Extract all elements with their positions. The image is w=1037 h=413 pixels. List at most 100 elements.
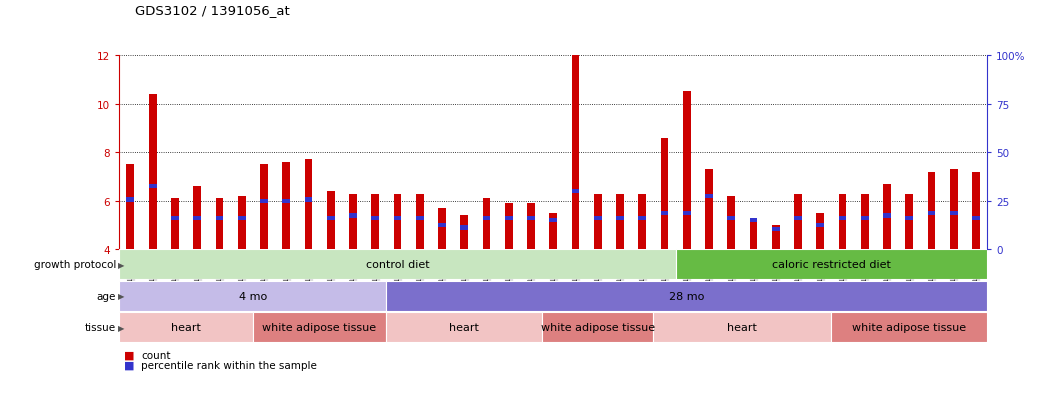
Bar bbox=[632, 56, 653, 250]
Bar bbox=[230, 56, 253, 250]
Text: GDS3102 / 1391056_at: GDS3102 / 1391056_at bbox=[135, 4, 289, 17]
Bar bbox=[861, 216, 869, 221]
Text: ▶: ▶ bbox=[118, 260, 124, 269]
Bar bbox=[460, 216, 468, 250]
Bar bbox=[884, 214, 891, 218]
Bar bbox=[371, 216, 380, 221]
Bar bbox=[705, 194, 712, 199]
Bar bbox=[661, 138, 669, 250]
Bar bbox=[482, 199, 491, 250]
Bar bbox=[898, 56, 921, 250]
Bar bbox=[164, 56, 186, 250]
Bar bbox=[327, 216, 335, 221]
Text: growth protocol: growth protocol bbox=[34, 260, 116, 270]
Bar bbox=[237, 197, 246, 250]
Bar bbox=[950, 211, 958, 216]
Bar bbox=[683, 92, 691, 250]
Bar bbox=[609, 56, 632, 250]
Bar bbox=[253, 313, 387, 342]
Bar bbox=[832, 313, 987, 342]
Bar bbox=[298, 56, 319, 250]
Bar bbox=[816, 214, 824, 250]
Text: heart: heart bbox=[449, 323, 479, 332]
Bar bbox=[430, 56, 453, 250]
Text: white adipose tissue: white adipose tissue bbox=[262, 323, 376, 332]
Bar bbox=[839, 216, 846, 221]
Bar bbox=[594, 216, 601, 221]
Bar bbox=[928, 172, 935, 250]
Bar bbox=[282, 199, 290, 204]
Bar bbox=[884, 184, 891, 250]
Bar bbox=[639, 216, 646, 221]
Text: tissue: tissue bbox=[85, 323, 116, 332]
Bar bbox=[193, 187, 201, 250]
Bar bbox=[616, 194, 624, 250]
Text: control diet: control diet bbox=[366, 260, 429, 270]
Bar bbox=[839, 194, 846, 250]
Bar bbox=[794, 194, 802, 250]
Bar bbox=[750, 218, 757, 250]
Bar bbox=[787, 56, 809, 250]
Bar bbox=[253, 56, 275, 250]
Bar bbox=[186, 56, 208, 250]
Bar bbox=[921, 56, 943, 250]
Bar bbox=[453, 56, 475, 250]
Bar bbox=[809, 56, 832, 250]
Bar bbox=[475, 56, 498, 250]
Bar bbox=[698, 56, 720, 250]
Text: white adipose tissue: white adipose tissue bbox=[852, 323, 966, 332]
Bar bbox=[905, 216, 914, 221]
Bar bbox=[498, 56, 520, 250]
Bar bbox=[387, 56, 409, 250]
Bar bbox=[282, 163, 290, 250]
Bar bbox=[527, 216, 535, 221]
Bar bbox=[127, 165, 134, 250]
Bar bbox=[342, 56, 364, 250]
Bar bbox=[216, 199, 223, 250]
Text: age: age bbox=[96, 291, 116, 301]
Bar bbox=[943, 56, 965, 250]
Bar bbox=[661, 211, 669, 216]
Bar bbox=[127, 198, 134, 202]
Bar bbox=[772, 227, 780, 231]
Bar bbox=[305, 198, 312, 202]
Bar bbox=[616, 216, 624, 221]
Text: ▶: ▶ bbox=[118, 323, 124, 332]
Bar bbox=[416, 194, 423, 250]
Bar bbox=[305, 160, 312, 250]
Bar bbox=[542, 313, 653, 342]
Bar bbox=[676, 250, 987, 280]
Bar bbox=[639, 194, 646, 250]
Bar bbox=[193, 216, 201, 221]
Bar bbox=[387, 313, 542, 342]
Bar bbox=[764, 56, 787, 250]
Bar bbox=[216, 216, 223, 221]
Bar bbox=[409, 56, 430, 250]
Bar bbox=[387, 281, 987, 311]
Bar bbox=[119, 281, 387, 311]
Bar bbox=[973, 172, 980, 250]
Bar bbox=[260, 165, 268, 250]
Bar bbox=[460, 226, 468, 230]
Bar bbox=[550, 218, 557, 223]
Bar bbox=[965, 56, 987, 250]
Text: heart: heart bbox=[171, 323, 201, 332]
Bar bbox=[876, 56, 898, 250]
Bar bbox=[416, 216, 423, 221]
Bar bbox=[571, 190, 580, 194]
Bar bbox=[950, 170, 958, 250]
Text: ■: ■ bbox=[124, 360, 135, 370]
Bar bbox=[676, 56, 698, 250]
Bar bbox=[705, 170, 712, 250]
Bar bbox=[148, 95, 157, 250]
Bar bbox=[905, 194, 914, 250]
Bar bbox=[349, 194, 357, 250]
Bar bbox=[171, 216, 178, 221]
Bar bbox=[742, 56, 764, 250]
Bar bbox=[683, 211, 691, 216]
Bar bbox=[394, 216, 401, 221]
Bar bbox=[394, 194, 401, 250]
Bar bbox=[794, 216, 802, 221]
Bar bbox=[349, 214, 357, 218]
Bar bbox=[550, 214, 557, 250]
